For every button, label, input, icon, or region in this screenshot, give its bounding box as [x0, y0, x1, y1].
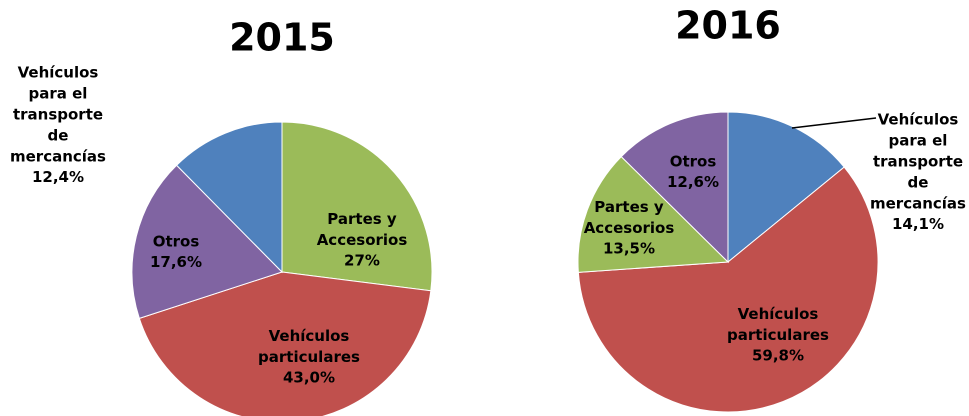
slice-name-line: Otros: [153, 232, 200, 250]
slice-name-line: Accesorios: [317, 231, 408, 249]
slice-name: Vehículos para el transporte de mercancías: [870, 110, 966, 212]
pie-slice: [577, 155, 730, 273]
pie-slice: [281, 121, 433, 292]
pie-slice: [131, 164, 283, 319]
slice-name-line: de: [48, 126, 69, 144]
slice-name-line: Partes y: [594, 198, 664, 216]
slice-name: Vehículos para el transporte de mercancías: [10, 63, 106, 165]
slice-name-line: Partes y: [327, 210, 397, 228]
slice-name: Otros: [153, 232, 200, 250]
slice-name-line: mercancías: [10, 147, 106, 165]
slice-name: Partes y Accesorios: [584, 198, 675, 237]
slice-name-line: Vehículos: [18, 63, 99, 81]
slice-name-line: Vehículos: [269, 327, 350, 345]
data-label: 17,6%: [150, 253, 202, 271]
slice-name: Vehículos particulares: [727, 305, 829, 344]
slice-name-line: Vehículos: [738, 305, 819, 323]
slice-name-line: Accesorios: [584, 219, 675, 237]
pie-slice: [620, 111, 729, 264]
slice-name-line: Vehículos: [878, 110, 959, 128]
data-label: 12,4%: [32, 168, 84, 186]
pie-slice: [138, 271, 432, 416]
pie-slice: [577, 166, 879, 413]
data-label: 59,8%: [752, 347, 804, 365]
slice-name-line: de: [908, 173, 929, 191]
chart-title: 2015: [229, 16, 335, 60]
slice-name: Vehículos particulares: [258, 327, 360, 366]
slice-name: Partes y Accesorios: [317, 210, 408, 249]
slice-name-line: particulares: [258, 348, 360, 366]
slice-name-line: Otros: [670, 152, 717, 170]
data-label: 27%: [344, 252, 380, 270]
leader-line: [791, 117, 877, 129]
slice-name-line: para el: [889, 131, 948, 149]
slice-name-line: particulares: [727, 326, 829, 344]
slice-name-line: transporte: [13, 105, 103, 123]
chart-title: 2016: [675, 4, 781, 48]
data-label: 43,0%: [283, 369, 335, 387]
slice-name-line: mercancías: [870, 194, 966, 212]
data-label: 13,5%: [603, 240, 655, 258]
pie-slice: [175, 121, 283, 274]
pie-slice: [727, 111, 845, 264]
slice-name: Otros: [670, 152, 717, 170]
slice-name-line: transporte: [873, 152, 963, 170]
data-label: 12,6%: [667, 173, 719, 191]
slice-name-line: para el: [29, 84, 88, 102]
data-label: 14,1%: [892, 215, 944, 233]
